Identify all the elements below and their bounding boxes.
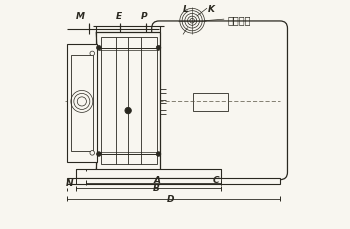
Text: K: K (208, 5, 215, 14)
Circle shape (156, 46, 161, 51)
Circle shape (90, 52, 94, 57)
Bar (101, 38, 157, 165)
Text: M: M (76, 12, 85, 21)
Text: A: A (153, 175, 160, 184)
FancyBboxPatch shape (152, 22, 287, 180)
Bar (96, 33, 160, 171)
Text: N: N (66, 178, 74, 187)
Bar (67, 45, 97, 162)
Text: 吸排气口: 吸排气口 (228, 15, 251, 25)
Circle shape (97, 152, 101, 157)
Bar (76, 169, 221, 178)
Bar (193, 94, 228, 111)
Circle shape (97, 46, 101, 51)
Text: D: D (167, 194, 174, 203)
Circle shape (90, 151, 94, 155)
Bar (71, 55, 93, 151)
Text: E: E (116, 12, 122, 21)
Text: P: P (141, 12, 147, 21)
Text: B: B (153, 183, 160, 192)
Circle shape (125, 108, 131, 114)
Bar (67, 178, 280, 185)
Text: C: C (213, 175, 219, 184)
Circle shape (156, 152, 161, 157)
Text: L: L (182, 5, 188, 14)
